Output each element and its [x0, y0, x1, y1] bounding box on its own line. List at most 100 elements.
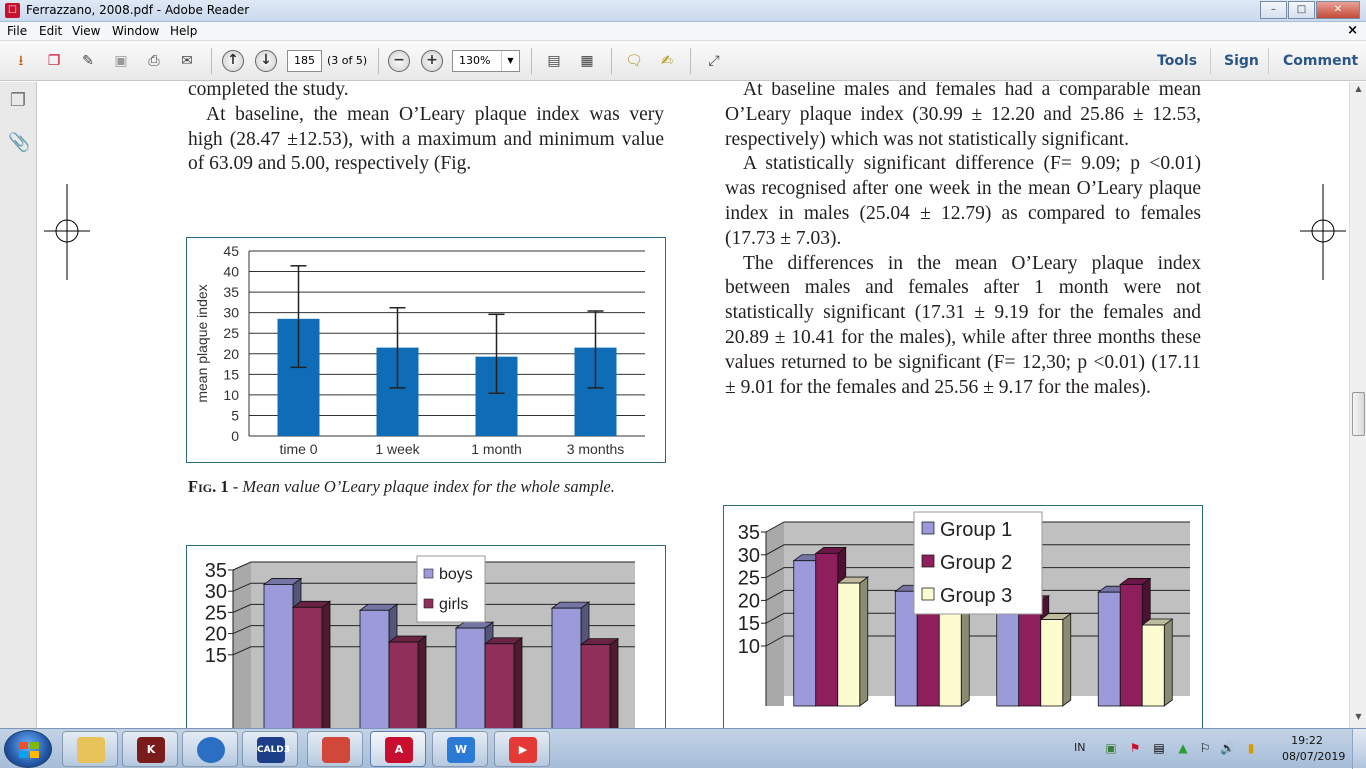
legend-box — [913, 511, 1043, 615]
y-tick-label: 45 — [223, 243, 239, 259]
document-close-icon[interactable]: × — [1347, 23, 1358, 38]
page-number-input[interactable]: 185 — [287, 50, 322, 72]
menu-edit[interactable]: Edit — [39, 24, 63, 38]
legend-swatch — [921, 587, 935, 601]
taskbar-video[interactable]: ▶ — [494, 731, 550, 767]
chart-side-wall — [233, 562, 251, 728]
x-tick-label: time 0 — [279, 441, 317, 457]
show-desktop-button[interactable] — [1352, 729, 1366, 769]
clock[interactable]: 19:22 08/07/2019 — [1282, 733, 1346, 765]
toolbar: ⭳ ❐ ✎ ▣ ⎙ ✉ ↑ ↓ 185 (3 of 5) − + 130% ▼ … — [0, 41, 1366, 81]
bar — [1040, 619, 1064, 707]
gridline — [765, 589, 1190, 601]
x-tick-label: 3 months — [567, 441, 625, 457]
x-tick-label: 1 week — [375, 441, 420, 457]
maximize-button[interactable]: □ — [1288, 1, 1315, 19]
y-tick-label: 35 — [223, 284, 239, 300]
device-tray-icon[interactable]: ▤ — [1153, 741, 1165, 755]
close-button[interactable]: ✕ — [1316, 1, 1360, 19]
y-tick-label: 20 — [223, 346, 239, 362]
scroll-down-icon[interactable]: ▼ — [1355, 712, 1362, 721]
taskbar-cald3[interactable]: CALD3 — [242, 731, 298, 767]
language-indicator[interactable]: IN — [1074, 741, 1086, 754]
menu-window[interactable]: Window — [112, 24, 160, 38]
edit-pdf-icon[interactable]: ✎ — [82, 53, 94, 69]
email-icon[interactable]: ✉ — [181, 53, 193, 69]
clock-date: 08/07/2019 — [1282, 750, 1346, 763]
y-tick-label: 5 — [231, 407, 239, 423]
sticky-note-icon[interactable]: 🗨 — [625, 53, 643, 69]
network-tray-icon[interactable]: ▣ — [1105, 741, 1117, 755]
volume-icon[interactable]: 🔊 — [1220, 741, 1235, 755]
tools-pane-button[interactable]: Tools — [1157, 53, 1198, 69]
fit-width-icon[interactable]: ▦ — [580, 53, 594, 69]
bar-side — [859, 576, 869, 707]
y-axis-label: mean plaque index — [194, 284, 210, 402]
chart-side-wall — [766, 522, 784, 706]
legend-label: Group 3 — [940, 585, 1012, 607]
navigation-panel: ❐ 📎 — [0, 82, 37, 728]
scroll-thumb[interactable] — [1352, 392, 1365, 436]
paragraph: At baseline, the mean O’Leary plaque ind… — [188, 103, 664, 175]
registration-mark-left — [44, 184, 90, 280]
flag-tray-icon[interactable]: ⚐ — [1199, 741, 1211, 755]
taskbar-explorer[interactable] — [62, 731, 118, 767]
page-thumbnails-icon[interactable]: ❐ — [9, 90, 27, 111]
chart-wall — [251, 562, 635, 728]
next-page-icon[interactable]: ↓ — [255, 50, 277, 72]
chevron-down-icon[interactable]: ▼ — [501, 51, 519, 71]
gridline — [232, 582, 635, 592]
start-button[interactable] — [4, 730, 52, 768]
y-tick-label: 30 — [223, 305, 239, 321]
y-tick-label: 25 — [205, 602, 227, 624]
menu-view[interactable]: View — [72, 24, 101, 38]
y-tick-label: 30 — [205, 581, 227, 603]
previous-page-icon[interactable]: ↑ — [222, 50, 244, 72]
zoom-value: 130% — [459, 54, 491, 67]
scroll-up-icon[interactable]: ▲ — [1355, 84, 1362, 93]
comment-pane-button[interactable]: Comment — [1283, 53, 1359, 69]
windows-taskbar: K CALD3 A W ▶ IN ▣ ⚑ ▤ ▲ ⚐ 🔊 ▮ 19:22 08/… — [0, 728, 1366, 769]
legend: boys girls — [416, 555, 486, 623]
battery-icon[interactable]: ▮ — [1247, 741, 1255, 755]
x-tick-label: 1 month — [471, 441, 522, 457]
taskbar-kbbi[interactable]: K — [122, 731, 178, 767]
attachments-icon[interactable]: 📎 — [8, 132, 31, 153]
highlight-icon[interactable]: ✍ — [661, 53, 673, 69]
bar-side — [609, 637, 619, 728]
print-icon[interactable]: ⎙ — [148, 53, 160, 69]
vertical-scrollbar[interactable]: ▲ ▼ — [1349, 82, 1366, 728]
create-pdf-icon[interactable]: ⭳ — [18, 53, 24, 69]
paragraph: A statistically significant difference (… — [725, 153, 1201, 249]
menu-file[interactable]: File — [7, 24, 28, 38]
zoom-in-icon[interactable]: + — [421, 50, 443, 72]
full-screen-icon[interactable]: ⤢ — [708, 53, 720, 69]
zoom-select[interactable]: 130% ▼ — [452, 50, 520, 72]
gridline — [232, 603, 635, 613]
antivirus-tray-icon[interactable]: ⚑ — [1129, 741, 1141, 755]
taskbar-wps[interactable]: W — [432, 731, 488, 767]
y-tick-label: 40 — [223, 264, 239, 280]
combine-files-icon[interactable]: ❐ — [47, 53, 61, 69]
fit-page-icon[interactable]: ▤ — [547, 53, 561, 69]
bar — [551, 607, 582, 728]
window-title: Ferrazzano, 2008.pdf - Adobe Reader — [26, 3, 250, 17]
y-tick-label: 35 — [738, 522, 760, 544]
bar — [580, 644, 611, 728]
document-view[interactable]: completed the study. At baseline, the me… — [38, 82, 1349, 728]
minimize-button[interactable]: – — [1260, 1, 1287, 19]
save-icon[interactable]: ▣ — [114, 53, 128, 69]
zoom-out-icon[interactable]: − — [388, 50, 410, 72]
y-tick-label: 20 — [738, 590, 760, 612]
taskbar-adobe-reader[interactable]: A — [370, 731, 426, 767]
taskbar-book[interactable] — [307, 731, 363, 767]
book-icon — [322, 737, 350, 763]
bar — [263, 584, 294, 728]
y-tick-label: 35 — [205, 560, 227, 582]
sign-pane-button[interactable]: Sign — [1224, 53, 1259, 69]
menu-help[interactable]: Help — [170, 24, 198, 38]
y-tick-label: 0 — [231, 428, 239, 444]
taskbar-browser[interactable] — [182, 731, 238, 767]
update-tray-icon[interactable]: ▲ — [1178, 741, 1188, 755]
